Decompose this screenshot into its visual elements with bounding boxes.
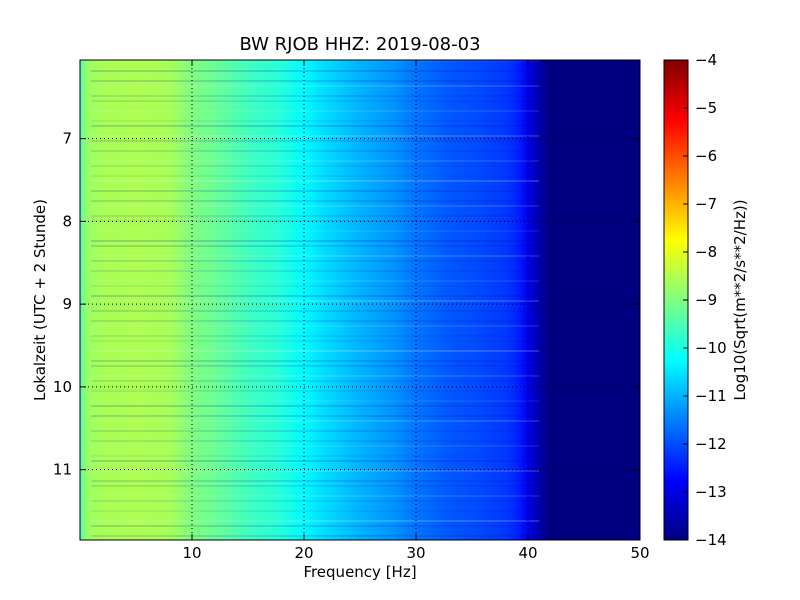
time-stripe (91, 220, 540, 222)
time-stripe (91, 365, 540, 367)
plot-area (80, 60, 640, 540)
y-tick-label: 7 (62, 130, 72, 148)
time-stripe (91, 325, 540, 327)
time-stripe (91, 260, 540, 262)
plot-frame (79, 59, 641, 541)
time-stripe (91, 100, 540, 102)
time-stripe (91, 205, 540, 207)
x-tick-label: 40 (518, 544, 537, 562)
x-tick-label: 20 (294, 544, 313, 562)
colorbar-tick-label: −10 (695, 339, 727, 357)
colorbar-tick-label: −8 (695, 243, 717, 261)
time-stripe (91, 80, 540, 82)
time-stripe (91, 255, 540, 257)
time-stripe (91, 310, 540, 312)
y-axis-ticks: 7 8 9 10 11 (53, 130, 640, 479)
x-axis-ticks: 10 20 30 40 50 (182, 60, 650, 562)
x-axis-label: Frequency [Hz] (303, 563, 416, 581)
time-stripe (91, 520, 540, 522)
time-stripe (91, 190, 540, 192)
colorbar-tick-label: −5 (695, 99, 717, 117)
time-stripe (91, 245, 540, 247)
time-stripe (91, 300, 540, 302)
time-stripe (91, 430, 540, 432)
time-stripe (91, 405, 540, 407)
time-stripe (91, 445, 540, 447)
time-stripe (91, 495, 540, 497)
time-stripe (91, 480, 540, 482)
time-stripe (91, 420, 540, 422)
time-stripe (91, 455, 540, 457)
time-stripe (91, 375, 540, 377)
time-stripe (91, 200, 540, 202)
time-stripe (91, 230, 540, 232)
time-stripe (91, 440, 540, 442)
time-stripe (91, 180, 540, 182)
time-stripe (91, 390, 540, 392)
time-stripe (91, 165, 540, 167)
time-stripe (91, 470, 540, 472)
colorbar-tick-label: −9 (695, 291, 717, 309)
time-stripe (91, 295, 540, 297)
time-stripe (91, 215, 540, 217)
time-stripe (91, 535, 540, 537)
time-stripe (91, 240, 540, 242)
colorbar-ticks: −4 −5 −6 −7 −8 −9 −10 −11 −12 −13 −14 (683, 51, 727, 549)
colorbar-tick-label: −12 (695, 435, 727, 453)
time-stripe (91, 360, 540, 362)
time-stripe (91, 320, 540, 322)
y-axis-label: Lokalzeit (UTC + 2 Stunde) (31, 199, 49, 401)
time-stripe (91, 500, 540, 502)
time-stripe (91, 460, 540, 462)
time-stripe (91, 335, 540, 337)
time-stripes (91, 60, 540, 537)
colorbar-tick-label: −13 (695, 483, 727, 501)
x-tick-label: 30 (406, 544, 425, 562)
colorbar-tick-label: −4 (695, 51, 717, 69)
time-stripe (91, 140, 540, 142)
colorbar-tick-label: −14 (695, 531, 727, 549)
time-stripe (91, 510, 540, 512)
time-stripe (91, 110, 540, 112)
colorbar-label: Log10(Sqrt(m**2/s**2/Hz)) (731, 199, 749, 400)
y-tick-label: 10 (53, 378, 72, 396)
time-stripe (91, 485, 540, 487)
colorbar-tick-label: −11 (695, 387, 727, 405)
time-stripe (91, 135, 540, 137)
time-stripe (91, 270, 540, 272)
grid (80, 60, 640, 540)
time-stripe (91, 85, 540, 87)
colorbar-tick-label: −7 (695, 195, 717, 213)
time-stripe (91, 175, 540, 177)
x-tick-label: 10 (182, 544, 201, 562)
time-stripe (91, 525, 540, 527)
time-stripe (91, 150, 540, 152)
time-stripe (91, 160, 540, 162)
time-stripe (91, 340, 540, 342)
spectrogram-image (80, 60, 640, 540)
time-stripe (91, 350, 540, 352)
y-tick-label: 11 (53, 461, 72, 479)
time-stripe (91, 95, 540, 97)
time-stripe (91, 380, 540, 382)
time-stripe (91, 415, 540, 417)
x-tick-label: 50 (630, 544, 649, 562)
time-stripe (91, 125, 540, 127)
y-tick-label: 9 (62, 295, 72, 313)
time-stripe (91, 400, 540, 402)
colorbar: −4 −5 −6 −7 −8 −9 −10 −11 −12 −13 −14 Log10(Sqrt(m… (663, 51, 749, 549)
time-stripe (91, 70, 540, 72)
colorbar-tick-label: −6 (695, 147, 717, 165)
time-stripe (91, 120, 540, 122)
time-stripe (91, 280, 540, 282)
chart-title: BW RJOB HHZ: 2019-08-03 (239, 34, 480, 55)
y-tick-label: 8 (62, 212, 72, 230)
time-stripe (91, 60, 540, 62)
time-stripe (91, 285, 540, 287)
